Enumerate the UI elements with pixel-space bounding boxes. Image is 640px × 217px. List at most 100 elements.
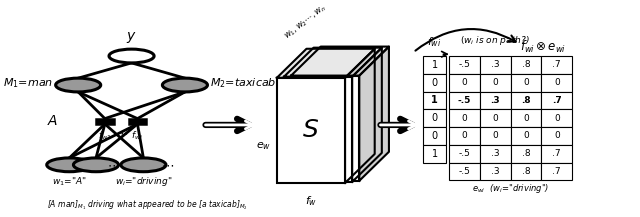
Text: $f_{wi} \otimes e_{wi}$: $f_{wi} \otimes e_{wi}$	[520, 39, 566, 55]
Text: 1: 1	[431, 149, 438, 159]
Text: $(w_i$ is on path?): $(w_i$ is on path?)	[460, 34, 530, 47]
Text: 1: 1	[431, 95, 438, 105]
Text: $\cdots$: $\cdots$	[108, 158, 120, 171]
Bar	[479, 56, 511, 74]
Text: 0: 0	[523, 78, 529, 87]
Text: 0: 0	[554, 132, 559, 140]
Bar	[449, 145, 479, 163]
Text: 0: 0	[461, 132, 467, 140]
Circle shape	[47, 158, 92, 172]
Text: $w_1$="A": $w_1$="A"	[52, 175, 86, 188]
Text: .3: .3	[491, 60, 499, 69]
Bar	[479, 163, 511, 180]
Bar	[449, 74, 479, 92]
Text: 0: 0	[431, 113, 438, 123]
Text: .8: .8	[522, 167, 531, 176]
Text: -.5: -.5	[458, 60, 470, 69]
Text: $S$: $S$	[303, 118, 319, 142]
Bar	[449, 92, 479, 109]
Bar	[541, 145, 572, 163]
Bar	[511, 163, 541, 180]
Bar	[423, 109, 446, 127]
Bar	[479, 127, 511, 145]
Text: 0: 0	[523, 132, 529, 140]
Text: $w_i$="driving": $w_i$="driving"	[115, 175, 172, 188]
Bar	[479, 92, 511, 109]
Bar	[277, 78, 345, 183]
Text: $f_{wi}$: $f_{wi}$	[131, 130, 143, 142]
Text: $f_{wi}$: $f_{wi}$	[428, 35, 442, 49]
Text: .3: .3	[491, 149, 499, 158]
Text: 0: 0	[492, 78, 498, 87]
Text: $\cdots$: $\cdots$	[161, 158, 174, 171]
Bar	[449, 127, 479, 145]
Text: [$A$ man]$_{M_1}$ driving what appeared to be [$a$ taxicab]$_{M_2}$: [$A$ man]$_{M_1}$ driving what appeared …	[47, 198, 248, 212]
Polygon shape	[352, 48, 382, 182]
Bar	[449, 56, 479, 74]
Polygon shape	[284, 48, 382, 77]
Polygon shape	[277, 49, 374, 78]
Polygon shape	[345, 49, 374, 183]
Bar	[423, 127, 446, 145]
Bar	[129, 118, 147, 124]
Bar	[449, 163, 479, 180]
Bar	[511, 109, 541, 127]
Text: $y$: $y$	[126, 31, 137, 46]
Text: .7: .7	[552, 149, 561, 158]
Text: 0: 0	[431, 78, 438, 88]
Bar	[511, 145, 541, 163]
Text: .7: .7	[552, 96, 562, 105]
Text: -.5: -.5	[458, 149, 470, 158]
Bar	[541, 109, 572, 127]
Bar	[479, 109, 511, 127]
Bar	[423, 145, 446, 163]
Text: .3: .3	[491, 167, 499, 176]
Text: $M_1$=man: $M_1$=man	[3, 76, 52, 90]
Text: .8: .8	[522, 149, 531, 158]
Text: 0: 0	[554, 114, 559, 123]
Bar	[449, 109, 479, 127]
Circle shape	[163, 78, 207, 92]
Text: $w_1, w_2\cdots, w_n$: $w_1, w_2\cdots, w_n$	[283, 2, 329, 41]
Bar	[541, 127, 572, 145]
Bar	[291, 76, 359, 181]
Circle shape	[56, 78, 100, 92]
Bar	[423, 92, 446, 109]
Polygon shape	[291, 47, 389, 76]
Bar	[479, 74, 511, 92]
Text: $\cdots$: $\cdots$	[115, 127, 128, 140]
Bar	[541, 92, 572, 109]
Text: $e_w$: $e_w$	[256, 140, 271, 152]
Text: 0: 0	[461, 114, 467, 123]
Circle shape	[109, 49, 154, 63]
Text: $f_w$: $f_w$	[305, 194, 317, 208]
Circle shape	[121, 158, 166, 172]
Bar	[96, 118, 114, 124]
Bar	[511, 92, 541, 109]
Text: .8: .8	[521, 96, 531, 105]
Circle shape	[74, 158, 118, 172]
Text: .3: .3	[490, 96, 500, 105]
Text: .7: .7	[552, 60, 561, 69]
Text: $M_2$=taxicab: $M_2$=taxicab	[211, 76, 277, 90]
Text: 0: 0	[492, 132, 498, 140]
Text: .8: .8	[522, 60, 531, 69]
Bar	[511, 56, 541, 74]
Text: 0: 0	[523, 114, 529, 123]
Text: 0: 0	[554, 78, 559, 87]
Bar	[284, 77, 352, 182]
Text: 0: 0	[492, 114, 498, 123]
Text: .7: .7	[552, 167, 561, 176]
Text: 1: 1	[431, 60, 438, 70]
Bar	[511, 74, 541, 92]
Bar	[479, 145, 511, 163]
Text: 0: 0	[431, 131, 438, 141]
Bar	[541, 163, 572, 180]
Bar	[541, 56, 572, 74]
Bar	[423, 74, 446, 92]
Bar	[511, 127, 541, 145]
Bar	[541, 74, 572, 92]
Text: $f_{w1}$: $f_{w1}$	[98, 130, 112, 142]
Polygon shape	[359, 47, 389, 181]
Text: $A$: $A$	[47, 114, 59, 128]
